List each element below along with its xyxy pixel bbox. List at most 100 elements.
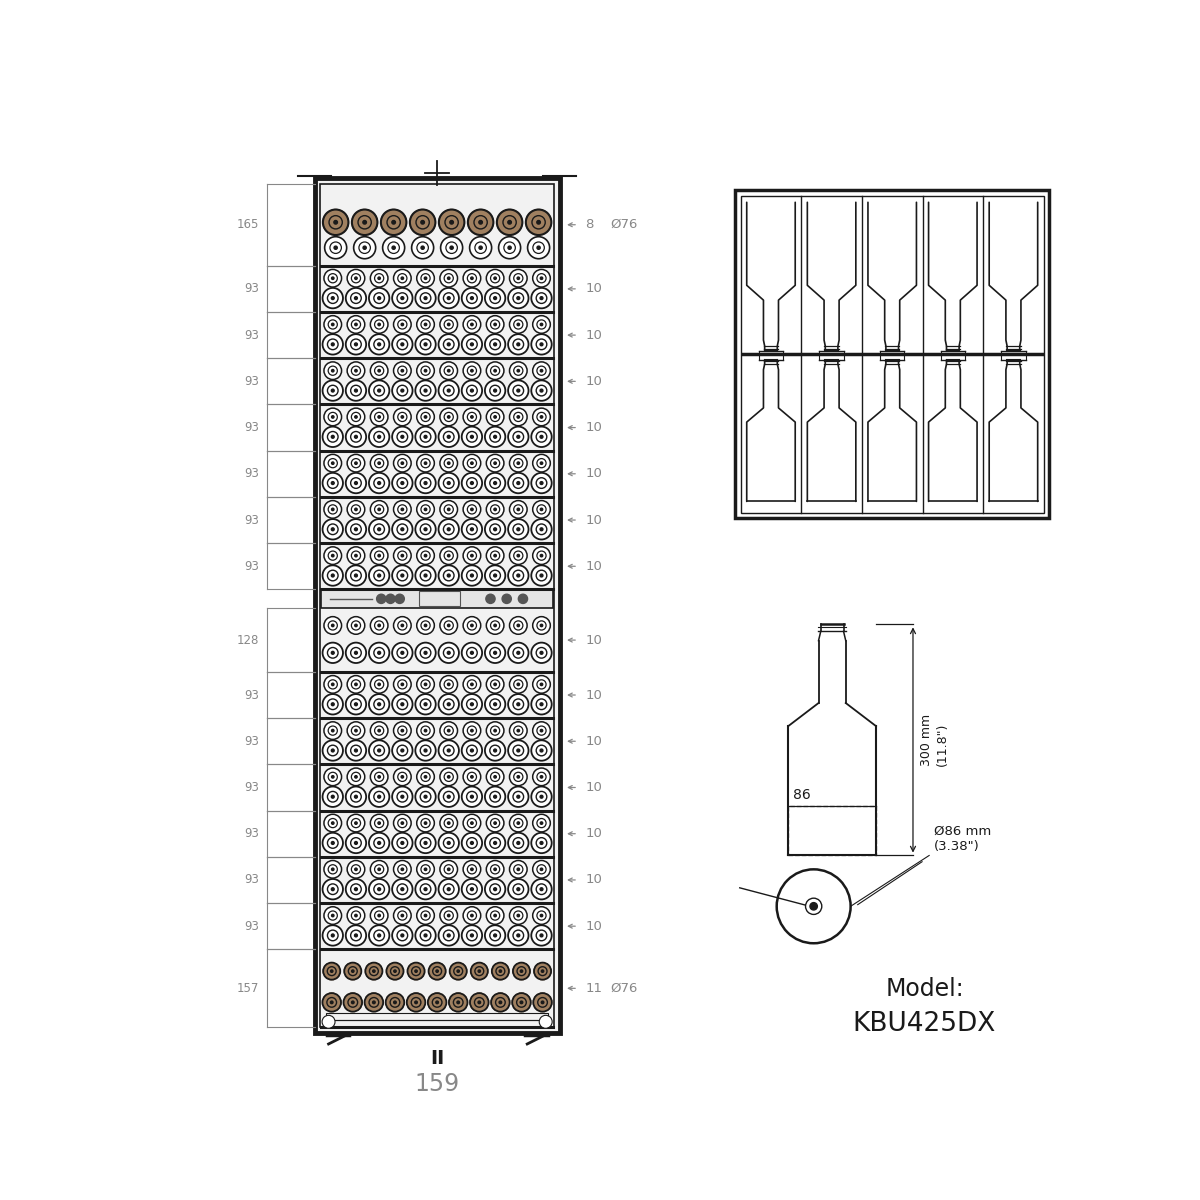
Circle shape bbox=[470, 841, 473, 845]
Circle shape bbox=[368, 878, 389, 899]
Circle shape bbox=[440, 270, 457, 287]
Circle shape bbox=[368, 288, 389, 308]
Circle shape bbox=[776, 869, 851, 943]
Circle shape bbox=[540, 462, 542, 464]
Circle shape bbox=[346, 288, 366, 308]
Circle shape bbox=[540, 323, 542, 325]
Circle shape bbox=[517, 822, 520, 824]
Circle shape bbox=[428, 962, 445, 979]
Circle shape bbox=[448, 296, 450, 300]
Circle shape bbox=[517, 841, 520, 845]
Circle shape bbox=[343, 994, 362, 1012]
Text: 10: 10 bbox=[586, 827, 602, 840]
Circle shape bbox=[401, 914, 403, 917]
Text: 128: 128 bbox=[236, 634, 259, 647]
Circle shape bbox=[346, 643, 366, 664]
Circle shape bbox=[368, 520, 389, 540]
Circle shape bbox=[425, 683, 427, 685]
Circle shape bbox=[331, 841, 334, 845]
Circle shape bbox=[346, 427, 366, 448]
Circle shape bbox=[421, 246, 425, 250]
Circle shape bbox=[401, 436, 403, 438]
Circle shape bbox=[368, 565, 389, 586]
Circle shape bbox=[493, 934, 497, 937]
Circle shape bbox=[424, 574, 427, 577]
Text: 93: 93 bbox=[245, 781, 259, 794]
Circle shape bbox=[534, 962, 551, 979]
Circle shape bbox=[486, 676, 504, 694]
Circle shape bbox=[517, 683, 520, 685]
Circle shape bbox=[324, 768, 342, 786]
Circle shape bbox=[438, 380, 458, 401]
Circle shape bbox=[533, 860, 551, 878]
Circle shape bbox=[510, 676, 527, 694]
Text: 93: 93 bbox=[245, 329, 259, 342]
Circle shape bbox=[440, 547, 457, 564]
Circle shape bbox=[540, 624, 542, 626]
Circle shape bbox=[470, 277, 473, 280]
Circle shape bbox=[355, 730, 358, 732]
Circle shape bbox=[347, 768, 365, 786]
Text: 93: 93 bbox=[245, 467, 259, 480]
Circle shape bbox=[371, 676, 388, 694]
Circle shape bbox=[392, 878, 413, 899]
Circle shape bbox=[371, 907, 388, 924]
Circle shape bbox=[448, 796, 450, 798]
Circle shape bbox=[439, 210, 464, 235]
Circle shape bbox=[440, 722, 457, 739]
Circle shape bbox=[540, 841, 542, 845]
Circle shape bbox=[486, 617, 504, 635]
Text: 8: 8 bbox=[586, 218, 594, 232]
Circle shape bbox=[463, 617, 481, 635]
Circle shape bbox=[438, 520, 458, 540]
Circle shape bbox=[371, 860, 388, 878]
Circle shape bbox=[462, 334, 482, 354]
Circle shape bbox=[425, 508, 427, 511]
Circle shape bbox=[494, 415, 497, 418]
Text: 10: 10 bbox=[586, 514, 602, 527]
Circle shape bbox=[440, 768, 457, 786]
Circle shape bbox=[324, 362, 342, 379]
Circle shape bbox=[517, 323, 520, 325]
Circle shape bbox=[323, 694, 343, 714]
Circle shape bbox=[485, 565, 505, 586]
Circle shape bbox=[438, 833, 458, 853]
Circle shape bbox=[394, 1001, 396, 1003]
Circle shape bbox=[425, 868, 427, 870]
Text: 10: 10 bbox=[586, 874, 602, 887]
Circle shape bbox=[470, 481, 473, 485]
Circle shape bbox=[425, 462, 427, 464]
Circle shape bbox=[392, 565, 413, 586]
Circle shape bbox=[499, 970, 502, 972]
Circle shape bbox=[323, 962, 341, 979]
Circle shape bbox=[533, 270, 551, 287]
Circle shape bbox=[493, 841, 497, 845]
Circle shape bbox=[540, 574, 542, 577]
Text: 93: 93 bbox=[245, 282, 259, 295]
Circle shape bbox=[362, 221, 366, 224]
Circle shape bbox=[355, 323, 358, 325]
Circle shape bbox=[424, 796, 427, 798]
Circle shape bbox=[331, 914, 334, 917]
Circle shape bbox=[517, 888, 520, 890]
Text: 93: 93 bbox=[245, 874, 259, 887]
Circle shape bbox=[355, 914, 358, 917]
Circle shape bbox=[463, 676, 481, 694]
Circle shape bbox=[416, 676, 434, 694]
Circle shape bbox=[371, 316, 388, 334]
Bar bbox=[736, 190, 1049, 518]
Circle shape bbox=[394, 455, 412, 472]
Circle shape bbox=[322, 1015, 335, 1028]
Circle shape bbox=[508, 288, 528, 308]
Circle shape bbox=[462, 925, 482, 946]
Circle shape bbox=[386, 594, 395, 604]
Circle shape bbox=[470, 528, 473, 530]
Circle shape bbox=[533, 907, 551, 924]
Circle shape bbox=[365, 962, 383, 979]
Circle shape bbox=[486, 594, 496, 604]
Circle shape bbox=[448, 868, 450, 870]
Circle shape bbox=[323, 210, 348, 235]
Circle shape bbox=[424, 528, 427, 530]
Circle shape bbox=[470, 323, 473, 325]
Circle shape bbox=[401, 415, 403, 418]
